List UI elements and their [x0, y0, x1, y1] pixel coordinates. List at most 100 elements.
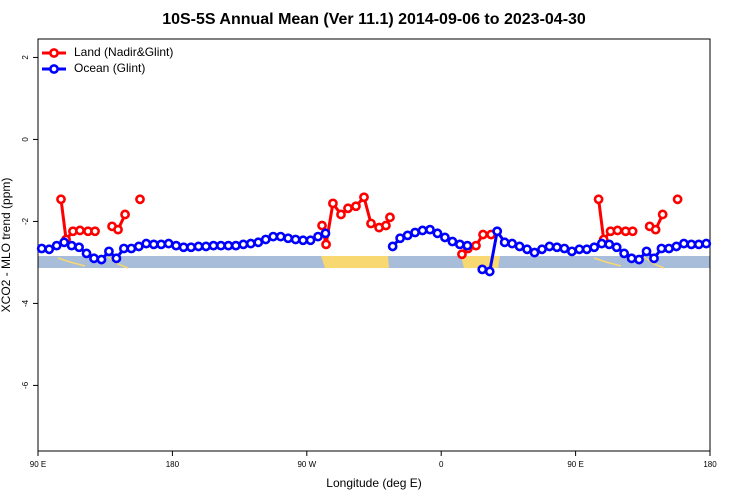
- data-point: [484, 266, 495, 277]
- data-point: [359, 192, 369, 203]
- data-point: [671, 241, 682, 252]
- data-point: [90, 226, 100, 237]
- data-point: [223, 240, 234, 251]
- data-point: [171, 240, 182, 251]
- data-point: [499, 237, 510, 248]
- data-point: [619, 248, 630, 259]
- data-point: [471, 240, 481, 251]
- data-point: [656, 243, 667, 254]
- data-point: [343, 203, 353, 214]
- data-point: [649, 253, 659, 264]
- legend-label: Ocean (Glint): [74, 61, 145, 75]
- data-point: [238, 239, 249, 250]
- data-point: [135, 194, 145, 205]
- x-tick-label: 90 E: [30, 460, 46, 469]
- data-point: [593, 194, 604, 205]
- x-tick-label: 90 W: [297, 460, 316, 469]
- data-point: [305, 235, 316, 246]
- data-point: [81, 248, 92, 259]
- data-point: [275, 231, 286, 242]
- data-point: [641, 246, 652, 257]
- data-point: [604, 239, 615, 250]
- y-tick-label: 2: [21, 55, 30, 60]
- data-point: [245, 238, 256, 249]
- data-point: [328, 198, 338, 209]
- data-point: [492, 226, 503, 237]
- data-point: [395, 233, 406, 244]
- y-tick-label: -4: [21, 299, 30, 307]
- data-point: [559, 243, 570, 254]
- data-point: [104, 246, 114, 257]
- data-point: [596, 238, 607, 249]
- data-point: [51, 240, 62, 251]
- data-point: [478, 229, 488, 240]
- data-point: [230, 240, 241, 251]
- data-point: [216, 240, 226, 251]
- data-point: [260, 234, 271, 245]
- data-point: [544, 241, 555, 252]
- legend-marker: [49, 64, 59, 74]
- data-point: [611, 242, 622, 253]
- data-point: [320, 228, 331, 239]
- data-point: [120, 209, 130, 220]
- data-point: [44, 244, 55, 255]
- data-point: [693, 239, 704, 250]
- data-point: [507, 238, 518, 249]
- y-tick-label: -2: [21, 217, 30, 225]
- data-point: [402, 230, 413, 241]
- data-point: [56, 194, 66, 205]
- data-point: [163, 238, 174, 249]
- legend-marker: [49, 48, 59, 58]
- data-point: [336, 209, 346, 220]
- y-tick-label: -6: [21, 381, 30, 389]
- data-point: [313, 231, 323, 242]
- data-point: [574, 244, 585, 255]
- data-point: [96, 254, 107, 265]
- data-point: [113, 224, 123, 235]
- data-point: [381, 220, 391, 231]
- data-point: [89, 253, 99, 264]
- data-point: [678, 238, 689, 249]
- data-point: [126, 243, 137, 254]
- x-tick-label: 180: [703, 460, 717, 469]
- data-point: [59, 237, 70, 248]
- data-point: [366, 218, 376, 229]
- data-point: [268, 231, 279, 242]
- data-point: [410, 227, 420, 238]
- data-point: [387, 241, 398, 252]
- data-point: [74, 242, 84, 253]
- data-point: [457, 249, 467, 260]
- land-patch: [57, 256, 129, 269]
- land-patch: [593, 256, 665, 269]
- data-point: [650, 224, 661, 235]
- data-point: [290, 234, 301, 245]
- data-point: [581, 244, 592, 255]
- data-point: [208, 240, 219, 251]
- chart-title: 10S-5S Annual Mean (Ver 11.1) 2014-09-06…: [162, 11, 586, 28]
- y-axis-label: XCO2 - MLO trend (ppm): [0, 178, 13, 313]
- data-point: [141, 238, 152, 249]
- data-point: [186, 242, 196, 253]
- data-point: [432, 228, 443, 239]
- data-point: [514, 241, 525, 252]
- data-point: [351, 201, 361, 212]
- data-point: [672, 194, 683, 205]
- data-point: [462, 240, 473, 251]
- data-point: [440, 232, 450, 243]
- data-point: [529, 247, 540, 258]
- data-point: [36, 243, 47, 254]
- data-point: [193, 241, 204, 252]
- data-point: [686, 239, 697, 250]
- data-point: [417, 225, 428, 236]
- data-point: [118, 243, 129, 254]
- y-tick-label: 0: [21, 137, 30, 142]
- legend-label: Land (Nadir&Glint): [74, 45, 173, 59]
- data-point: [385, 212, 395, 223]
- data-point: [133, 241, 144, 252]
- data-point: [298, 235, 308, 246]
- land-patch: [321, 256, 389, 268]
- data-point: [283, 233, 294, 244]
- data-point: [201, 241, 211, 252]
- data-point: [253, 237, 264, 248]
- data-point: [317, 220, 327, 231]
